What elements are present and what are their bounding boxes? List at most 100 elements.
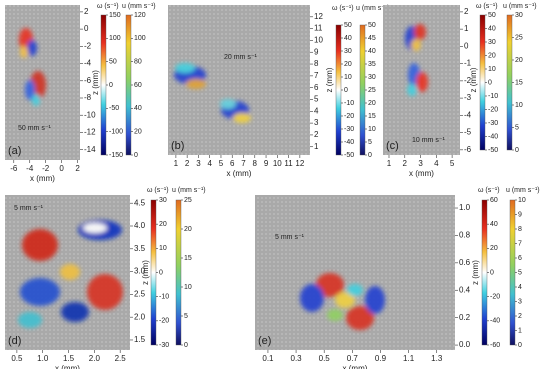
colorbar-tick-label: 5 — [368, 139, 372, 146]
colorbar-tick-label: -50 — [109, 105, 119, 112]
x-tick-label: 0.1 — [262, 354, 274, 363]
x-tick-label: 1.1 — [403, 354, 415, 363]
vortex-blob — [365, 286, 385, 314]
y-tick-label: 3 — [314, 118, 319, 127]
vortex-blob — [20, 278, 60, 306]
colorbar-tick-label: 60 — [134, 82, 142, 89]
colorbar — [481, 199, 488, 346]
colorbar-title: u (mm s⁻¹) — [506, 187, 540, 194]
colorbar-title: u (mm s⁻¹) — [122, 3, 156, 10]
y-tick-label: -3 — [464, 93, 472, 102]
x-tick-label: 2.0 — [89, 354, 101, 363]
y-tick-label: 8 — [314, 59, 319, 68]
y-tick-label: 4 — [314, 106, 319, 115]
x-tick-label: -6 — [10, 164, 18, 173]
colorbar — [125, 14, 132, 156]
colorbar-tick-label: 7 — [518, 240, 522, 247]
y-tick-label: 12 — [314, 12, 323, 21]
colorbar-tick-label: 9 — [518, 211, 522, 218]
y-tick-label: 2 — [464, 7, 469, 16]
x-tick-label: 0.5 — [11, 354, 23, 363]
colorbar-tick-label: 40 — [488, 25, 496, 32]
x-tick-label: -2 — [42, 164, 50, 173]
y-tick-label: 2.0 — [134, 312, 146, 321]
y-tick-label: -4 — [84, 59, 92, 68]
colorbar-tick-label: 120 — [134, 12, 146, 19]
x-axis-label: x (mm) — [55, 364, 80, 369]
colorbar-tick-label: 40 — [490, 221, 498, 228]
colorbar-tick-label: 0 — [515, 147, 519, 154]
colorbar — [175, 199, 182, 346]
vortex-blob — [61, 302, 89, 322]
colorbar-tick-label: 20 — [134, 129, 142, 136]
colorbar — [506, 14, 513, 151]
vortex-blob — [416, 72, 428, 92]
x-tick-label: 3 — [418, 159, 423, 168]
colorbar-title: ω (s⁻¹) — [476, 3, 498, 10]
y-tick-label: 1.5 — [134, 335, 146, 344]
colorbar-tick-label: 0 — [134, 152, 138, 159]
colorbar-tick-label: -10 — [344, 100, 354, 107]
colorbar-tick-label: 10 — [344, 74, 352, 81]
vortex-blob — [316, 273, 344, 297]
x-tick-label: 1.3 — [431, 354, 443, 363]
colorbar-tick-label: 20 — [368, 100, 376, 107]
colorbar-tick-label: 40 — [344, 35, 352, 42]
x-tick-label: 6 — [230, 159, 235, 168]
y-tick-label: 0.4 — [459, 285, 471, 294]
colorbar-tick-label: 0 — [490, 269, 494, 276]
colorbar-tick-label: -20 — [488, 106, 498, 113]
colorbar-tick-label: 0 — [488, 79, 492, 86]
y-tick-label: -1 — [464, 59, 472, 68]
vortex-blob — [220, 99, 236, 109]
colorbar-title: u (mm s⁻¹) — [503, 3, 537, 10]
x-tick-label: 3 — [196, 159, 201, 168]
colorbar-title: ω (s⁻¹) — [147, 187, 169, 194]
y-tick-label: 7 — [314, 71, 319, 80]
panel-label: (e) — [258, 335, 271, 347]
y-tick-label: 2 — [314, 130, 319, 139]
colorbar-tick-label: 20 — [344, 61, 352, 68]
x-tick-label: 0 — [59, 164, 64, 173]
colorbar-tick-label: -100 — [109, 129, 123, 136]
y-tick-label: -12 — [84, 128, 96, 137]
colorbar-tick-label: -20 — [490, 294, 500, 301]
y-tick-label: 1 — [314, 142, 319, 151]
colorbar-tick-label: 15 — [368, 113, 376, 120]
y-tick-label: 0.8 — [459, 231, 471, 240]
x-tick-label: 0.7 — [347, 354, 359, 363]
y-tick-label: -8 — [84, 93, 92, 102]
y-tick-label: 0.0 — [459, 340, 471, 349]
panel-label: (b) — [171, 140, 184, 152]
x-axis-label: x (mm) — [409, 169, 434, 178]
colorbar-tick-label: 45 — [368, 35, 376, 42]
panel-label: (d) — [8, 335, 21, 347]
y-tick-label: -4 — [464, 110, 472, 119]
colorbar-tick-label: 40 — [368, 48, 376, 55]
y-tick-label: 3.0 — [134, 267, 146, 276]
colorbar-tick-label: 50 — [344, 22, 352, 29]
colorbar-tick-label: 0 — [109, 82, 113, 89]
y-tick-label: 10 — [314, 36, 323, 45]
colorbar-title: ω (s⁻¹) — [332, 5, 354, 12]
colorbar-tick-label: -40 — [344, 139, 354, 146]
colorbar-tick-label: 6 — [518, 255, 522, 262]
vortex-blob — [18, 312, 42, 328]
colorbar-tick-label: 40 — [134, 105, 142, 112]
colorbar-tick-label: -30 — [488, 120, 498, 127]
y-tick-label: 3.5 — [134, 244, 146, 253]
y-tick-label: 2 — [84, 7, 89, 16]
colorbar-title: u (mm s⁻¹) — [172, 187, 206, 194]
x-tick-label: 0.9 — [375, 354, 387, 363]
vortex-blob — [20, 46, 28, 58]
colorbar-tick-label: 5 — [518, 269, 522, 276]
y-tick-label: 9 — [314, 47, 319, 56]
colorbar-tick-label: 20 — [488, 52, 496, 59]
colorbar-tick-label: 30 — [159, 197, 167, 204]
scale-annotation: 5 mm s⁻¹ — [275, 234, 305, 241]
y-tick-label: 4.5 — [134, 198, 146, 207]
y-tick-label: -14 — [84, 145, 96, 154]
colorbar-tick-label: 4 — [518, 284, 522, 291]
y-tick-label: -10 — [84, 110, 96, 119]
colorbar-tick-label: 10 — [488, 66, 496, 73]
